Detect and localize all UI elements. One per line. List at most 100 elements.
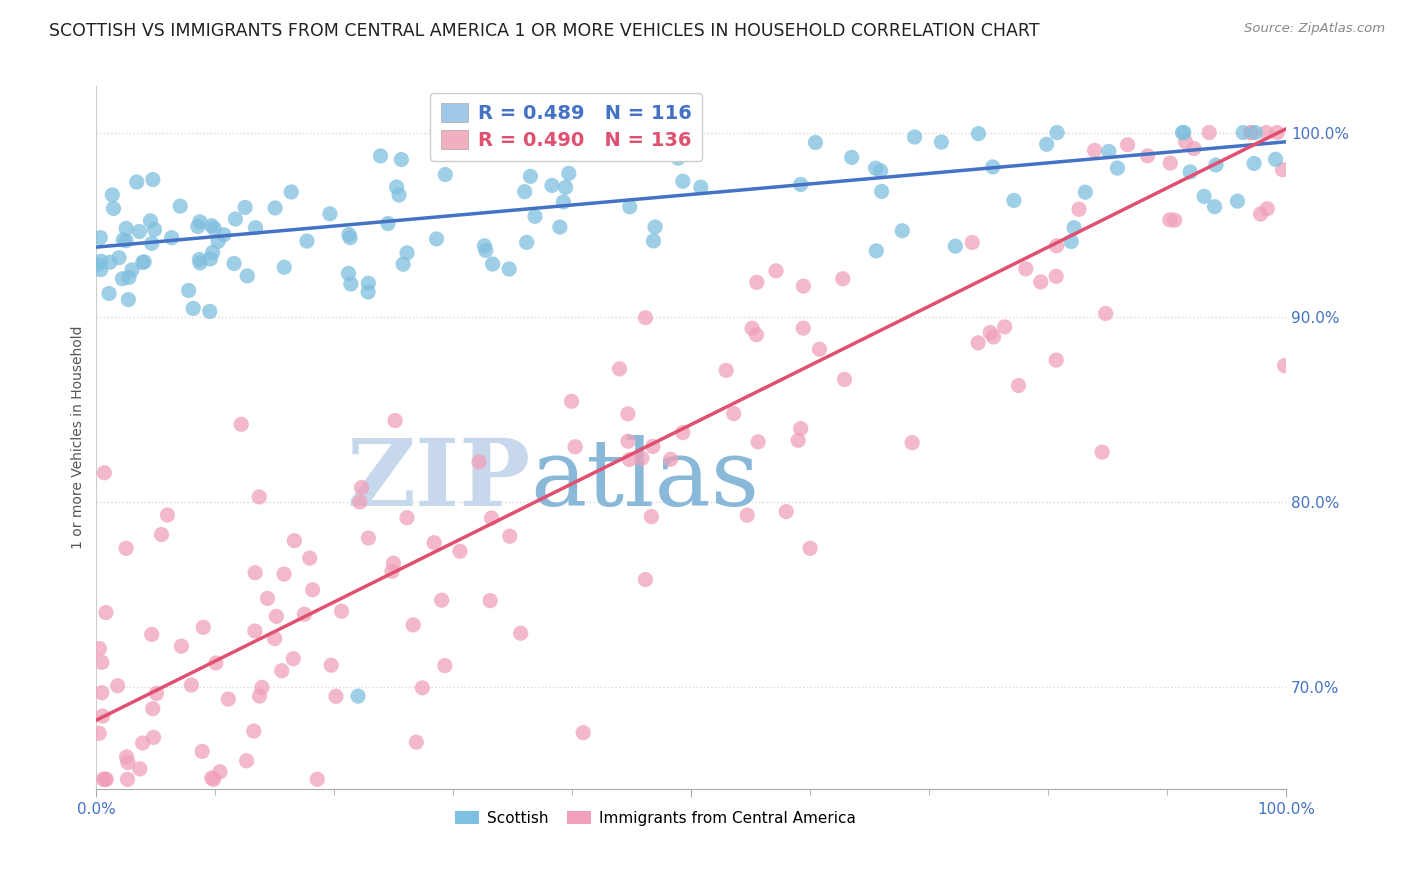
Point [96, 772, 118, 787]
Point [747, 434, 769, 449]
Point [201, 245, 224, 260]
Point [263, 632, 285, 646]
Point [960, 235, 983, 250]
Point [202, 221, 225, 235]
Point [292, 607, 315, 622]
Point [201, 771, 224, 785]
Point [247, 490, 270, 504]
Point [619, 200, 641, 214]
Point [198, 304, 221, 318]
Point [93, 466, 115, 480]
Point [89, 726, 111, 740]
Point [370, 149, 392, 163]
Point [617, 434, 640, 449]
Point [1074, 185, 1097, 199]
Point [641, 439, 664, 453]
Point [541, 178, 564, 193]
Point [609, 362, 631, 376]
Point [765, 264, 787, 278]
Point [283, 651, 305, 665]
Point [142, 172, 165, 186]
Point [411, 681, 433, 695]
Point [115, 750, 138, 764]
Point [1007, 378, 1029, 392]
Point [792, 279, 814, 293]
Point [672, 425, 695, 440]
Point [903, 130, 925, 145]
Point [1116, 137, 1139, 152]
Point [1107, 161, 1129, 175]
Point [790, 178, 813, 192]
Point [423, 535, 446, 549]
Point [93, 772, 115, 787]
Point [188, 215, 211, 229]
Text: Source: ZipAtlas.com: Source: ZipAtlas.com [1244, 22, 1385, 36]
Point [264, 201, 287, 215]
Point [513, 185, 536, 199]
Point [498, 262, 520, 277]
Point [143, 222, 166, 236]
Point [808, 343, 831, 357]
Point [388, 188, 411, 202]
Point [1159, 156, 1181, 170]
Point [207, 235, 229, 249]
Point [382, 556, 405, 570]
Point [402, 618, 425, 632]
Point [208, 764, 231, 779]
Point [134, 255, 156, 269]
Point [1182, 142, 1205, 156]
Point [1046, 239, 1069, 253]
Point [1198, 126, 1220, 140]
Point [212, 227, 235, 242]
Point [98, 255, 121, 269]
Point [564, 440, 586, 454]
Point [395, 510, 418, 524]
Point [474, 239, 496, 253]
Point [865, 244, 887, 258]
Point [245, 220, 267, 235]
Point [1174, 135, 1197, 149]
Point [273, 260, 295, 275]
Point [617, 407, 640, 421]
Point [1173, 126, 1195, 140]
Point [430, 593, 453, 607]
Point [118, 270, 141, 285]
Point [901, 435, 924, 450]
Point [89, 641, 111, 656]
Point [235, 754, 257, 768]
Point [150, 527, 173, 541]
Point [249, 689, 271, 703]
Point [619, 452, 641, 467]
Text: ZIP: ZIP [346, 434, 530, 524]
Point [117, 756, 139, 770]
Point [1256, 126, 1278, 140]
Point [1232, 126, 1254, 140]
Point [553, 194, 575, 209]
Legend: Scottish, Immigrants from Central America: Scottish, Immigrants from Central Americ… [447, 804, 863, 833]
Point [298, 551, 321, 566]
Point [548, 220, 571, 235]
Point [243, 566, 266, 580]
Point [321, 658, 343, 673]
Point [468, 455, 491, 469]
Point [475, 244, 498, 258]
Point [115, 221, 138, 235]
Point [775, 505, 797, 519]
Point [142, 701, 165, 715]
Point [243, 624, 266, 638]
Point [1204, 200, 1226, 214]
Point [499, 529, 522, 543]
Point [405, 735, 427, 749]
Point [804, 136, 827, 150]
Point [98, 286, 121, 301]
Point [1159, 212, 1181, 227]
Point [1136, 149, 1159, 163]
Point [634, 573, 657, 587]
Point [572, 725, 595, 739]
Point [357, 531, 380, 545]
Point [481, 511, 503, 525]
Point [841, 150, 863, 164]
Point [270, 664, 292, 678]
Point [631, 451, 654, 466]
Point [202, 772, 225, 787]
